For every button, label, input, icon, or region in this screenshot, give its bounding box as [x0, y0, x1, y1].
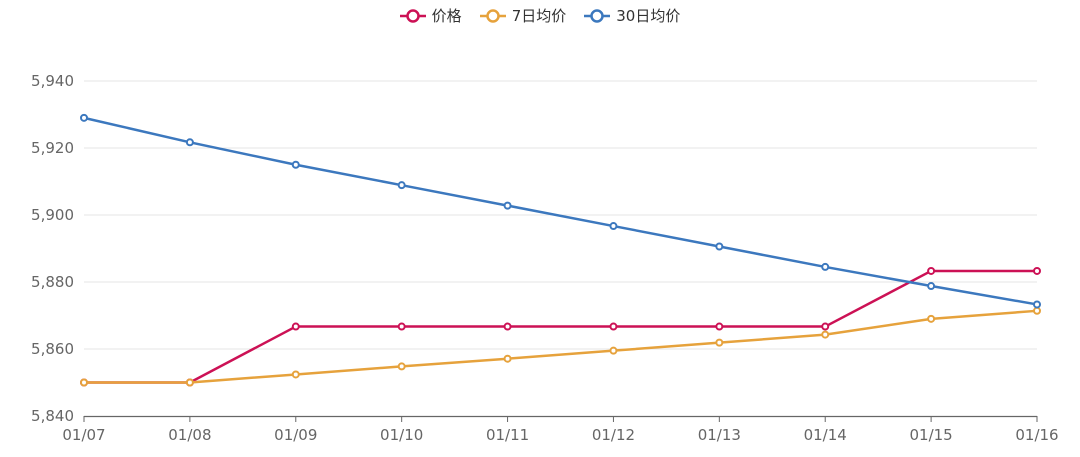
data-point-price[interactable] [397, 322, 406, 331]
x-tick-label: 01/14 [804, 426, 847, 444]
data-point-ma30[interactable] [397, 181, 406, 190]
data-point-price[interactable] [715, 322, 724, 331]
y-tick-label: 5,940 [31, 72, 74, 90]
data-point-price[interactable] [927, 266, 936, 275]
legend-label-price: 价格 [431, 7, 462, 25]
x-tick-label: 01/16 [1015, 426, 1058, 444]
series-ma30 [80, 113, 1041, 309]
x-tick-label: 01/15 [909, 426, 952, 444]
legend-item-ma7[interactable]: 7日均价 [479, 5, 567, 26]
legend-label-ma30: 30日均价 [616, 7, 681, 25]
data-point-ma7[interactable] [503, 354, 512, 363]
series-line-ma7 [84, 309, 1038, 384]
series-price [80, 266, 1041, 387]
data-point-ma7[interactable] [715, 338, 724, 347]
x-tick-label: 01/12 [592, 426, 635, 444]
legend-label-ma7: 7日均价 [511, 7, 567, 25]
legend-price-swatch-icon [399, 8, 426, 23]
series-line-ma30 [83, 116, 1038, 306]
x-tick-label: 01/08 [168, 426, 211, 444]
series-lines [80, 113, 1041, 387]
y-tick-label: 5,860 [31, 340, 74, 358]
data-point-ma30[interactable] [821, 262, 830, 271]
data-point-ma30[interactable] [80, 113, 88, 122]
series-ma7 [80, 306, 1041, 387]
data-point-price[interactable] [609, 322, 618, 331]
x-tick-label: 01/07 [62, 426, 105, 444]
data-point-price[interactable] [291, 322, 300, 331]
data-point-ma7[interactable] [927, 314, 936, 323]
legend-item-price[interactable]: 价格 [399, 5, 462, 26]
series-line-price [84, 269, 1037, 384]
y-tick-label: 5,920 [31, 139, 74, 157]
x-axis: 01/07 01/08 01/09 01/10 01/11 01/12 01/13 01/14… [62, 415, 1059, 444]
data-point-ma7[interactable] [397, 362, 406, 371]
data-point-ma30[interactable] [715, 242, 724, 251]
y-axis: 5,840 5,860 5,880 5,900 5,920 5,940 [31, 72, 74, 425]
data-point-ma30[interactable] [609, 222, 618, 231]
data-point-ma30[interactable] [503, 201, 512, 210]
x-tick-label: 01/09 [274, 426, 317, 444]
data-point-ma7[interactable] [1033, 306, 1041, 315]
data-point-ma7[interactable] [609, 346, 618, 355]
y-tick-label: 5,900 [31, 206, 74, 224]
data-point-ma30[interactable] [291, 160, 300, 169]
x-tick-label: 01/11 [486, 426, 529, 444]
data-point-ma30[interactable] [927, 282, 936, 291]
data-point-price[interactable] [1033, 266, 1041, 275]
x-tick-label: 01/13 [698, 426, 741, 444]
legend-item-ma30[interactable]: 30日均价 [584, 5, 680, 26]
data-point-ma7[interactable] [821, 330, 830, 339]
y-tick-label: 5,880 [31, 273, 74, 291]
data-point-ma7[interactable] [185, 378, 194, 387]
chart-legend: 价格 7日均价 30日均价 [0, 5, 1080, 26]
data-point-price[interactable] [503, 322, 512, 331]
data-point-ma7[interactable] [291, 370, 300, 379]
data-point-ma30[interactable] [185, 138, 194, 147]
legend-ma30-swatch-icon [584, 8, 611, 23]
data-point-price[interactable] [821, 322, 830, 331]
x-tick-label: 01/10 [380, 426, 423, 444]
data-point-ma30[interactable] [1033, 300, 1041, 309]
legend-ma7-swatch-icon [479, 8, 506, 23]
y-tick-label: 5,840 [31, 407, 74, 425]
data-point-ma7[interactable] [80, 378, 88, 387]
